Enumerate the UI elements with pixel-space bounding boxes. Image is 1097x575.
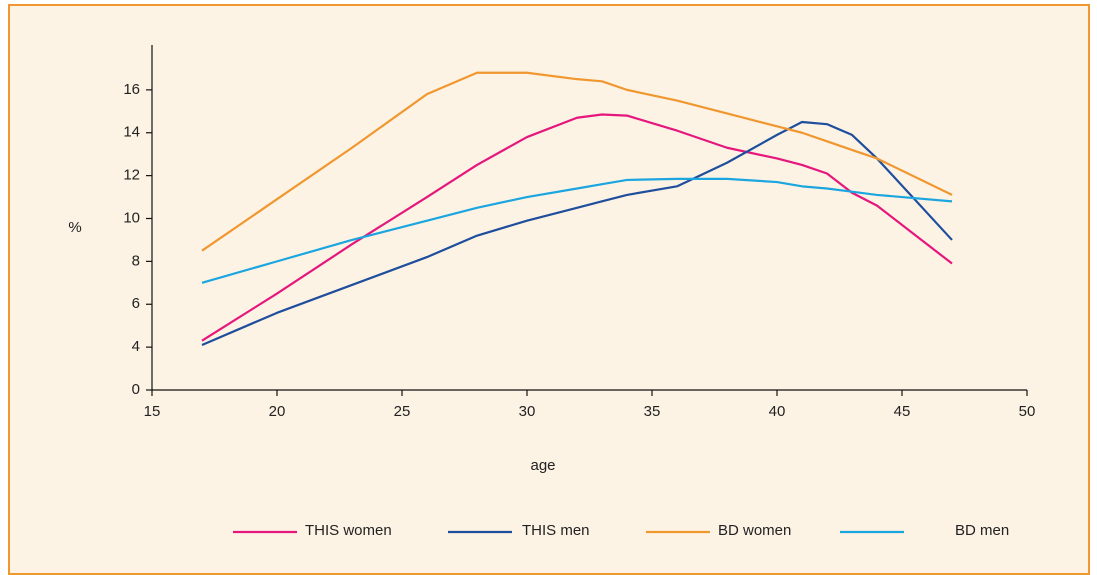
x-axis-label: age: [530, 457, 555, 474]
y-tick-label: 16: [123, 81, 140, 98]
x-tick-label: 50: [1019, 403, 1036, 420]
series-line: [201, 177, 953, 284]
y-tick-label: 6: [132, 295, 140, 312]
y-tick-label: 12: [123, 167, 140, 184]
y-tick-label: 0: [132, 381, 140, 398]
legend-label: BD women: [718, 522, 791, 539]
y-tick-label: 8: [132, 252, 140, 269]
legend-label: BD men: [955, 522, 1009, 539]
x-tick-label: 40: [769, 403, 786, 420]
x-tick-label: 25: [394, 403, 411, 420]
x-tick-label: 20: [269, 403, 286, 420]
panel: [8, 4, 1090, 575]
x-tick-label: 35: [644, 403, 661, 420]
legend-label: THIS women: [305, 522, 392, 539]
x-tick-label: 45: [894, 403, 911, 420]
series-line: [201, 120, 953, 346]
y-axis-label: %: [68, 219, 81, 236]
y-tick-label: 10: [123, 209, 140, 226]
x-tick-label: 30: [519, 403, 536, 420]
x-tick-label: 15: [144, 403, 161, 420]
y-tick-label: 4: [132, 338, 140, 355]
series-line: [201, 71, 953, 252]
legend-label: THIS men: [522, 522, 590, 539]
series-line: [201, 113, 953, 342]
y-tick-label: 14: [123, 124, 140, 141]
